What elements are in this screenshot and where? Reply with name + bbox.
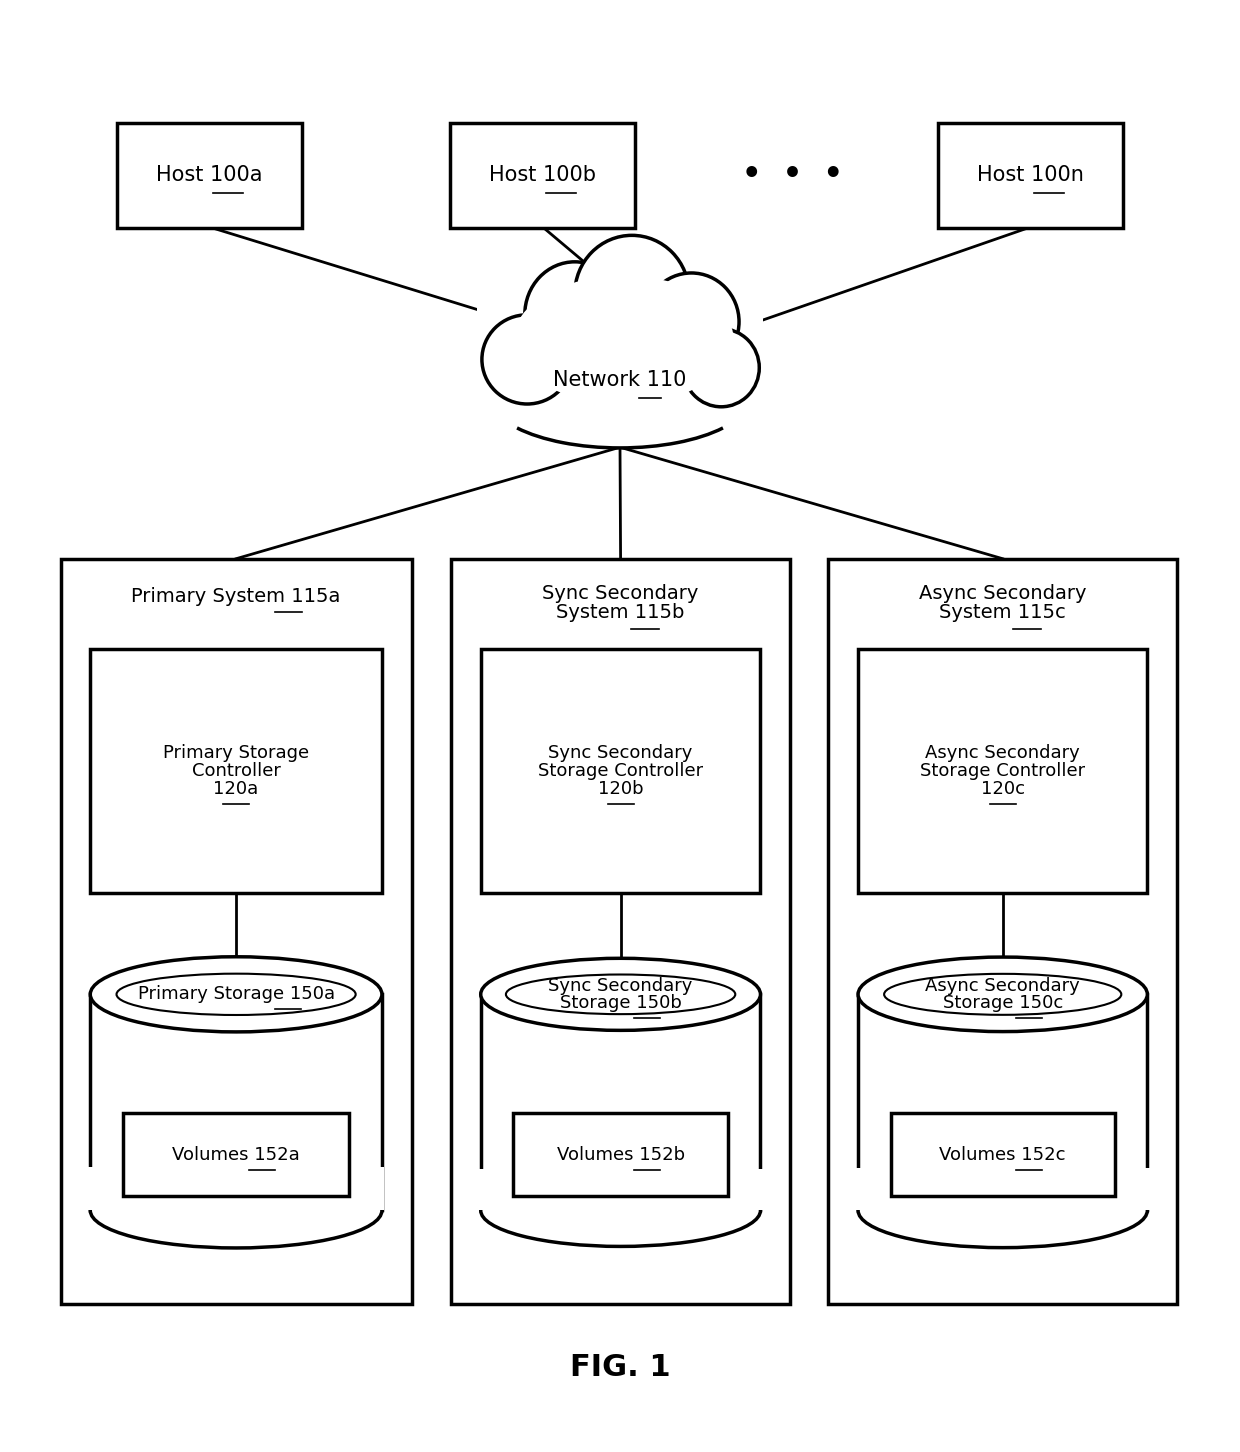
Ellipse shape	[525, 261, 625, 367]
Text: Sync Secondary: Sync Secondary	[548, 977, 693, 995]
Ellipse shape	[481, 958, 760, 1031]
Text: Volumes 152a: Volumes 152a	[172, 1146, 300, 1163]
Text: Storage Controller: Storage Controller	[920, 762, 1085, 780]
FancyBboxPatch shape	[856, 1167, 1149, 1211]
Text: Primary Storage 150a: Primary Storage 150a	[138, 986, 335, 1003]
Text: Primary System 115a: Primary System 115a	[131, 587, 341, 605]
Ellipse shape	[513, 276, 734, 404]
Text: •  •  •: • • •	[742, 160, 843, 189]
Ellipse shape	[858, 957, 1147, 1031]
Text: Sync Secondary: Sync Secondary	[542, 584, 699, 603]
FancyBboxPatch shape	[513, 1112, 728, 1196]
FancyBboxPatch shape	[890, 1112, 1115, 1196]
Ellipse shape	[644, 273, 739, 370]
FancyBboxPatch shape	[123, 1112, 350, 1196]
FancyBboxPatch shape	[479, 1169, 763, 1211]
FancyBboxPatch shape	[481, 995, 760, 1211]
Text: Storage Controller: Storage Controller	[538, 762, 703, 780]
Text: Host 100a: Host 100a	[156, 166, 263, 186]
Ellipse shape	[683, 328, 759, 407]
FancyBboxPatch shape	[858, 995, 1147, 1211]
FancyBboxPatch shape	[61, 559, 412, 1304]
FancyBboxPatch shape	[451, 559, 790, 1304]
Text: Async Secondary: Async Secondary	[925, 977, 1080, 995]
Text: 120a: 120a	[213, 780, 259, 799]
Text: FIG. 1: FIG. 1	[569, 1353, 671, 1382]
Text: Host 100b: Host 100b	[489, 166, 596, 186]
Text: Volumes 152b: Volumes 152b	[557, 1146, 684, 1163]
Text: Host 100n: Host 100n	[977, 166, 1084, 186]
Text: Controller: Controller	[192, 762, 280, 780]
Text: Primary Storage: Primary Storage	[162, 745, 309, 762]
Text: System 115c: System 115c	[940, 603, 1066, 621]
Ellipse shape	[91, 1173, 382, 1247]
Ellipse shape	[91, 957, 382, 1032]
Text: 120c: 120c	[981, 780, 1024, 799]
Text: Async Secondary: Async Secondary	[919, 584, 1086, 603]
FancyBboxPatch shape	[117, 123, 301, 228]
Ellipse shape	[481, 1175, 760, 1246]
Text: Async Secondary: Async Secondary	[925, 745, 1080, 762]
Text: 120b: 120b	[598, 780, 644, 799]
FancyBboxPatch shape	[88, 1167, 384, 1211]
Ellipse shape	[575, 235, 689, 353]
Text: System 115b: System 115b	[557, 603, 684, 621]
FancyBboxPatch shape	[858, 649, 1147, 893]
Text: Network 110: Network 110	[553, 370, 687, 391]
FancyBboxPatch shape	[450, 123, 635, 228]
FancyBboxPatch shape	[91, 649, 382, 893]
FancyBboxPatch shape	[939, 123, 1123, 228]
Ellipse shape	[858, 1173, 1147, 1247]
FancyBboxPatch shape	[828, 559, 1177, 1304]
Ellipse shape	[482, 315, 573, 404]
FancyBboxPatch shape	[481, 649, 760, 893]
Text: Sync Secondary: Sync Secondary	[548, 745, 693, 762]
Text: Storage 150c: Storage 150c	[942, 995, 1063, 1012]
Text: Volumes 152c: Volumes 152c	[940, 1146, 1066, 1163]
FancyBboxPatch shape	[91, 995, 382, 1211]
Text: Storage 150b: Storage 150b	[559, 995, 682, 1012]
FancyBboxPatch shape	[477, 308, 763, 447]
